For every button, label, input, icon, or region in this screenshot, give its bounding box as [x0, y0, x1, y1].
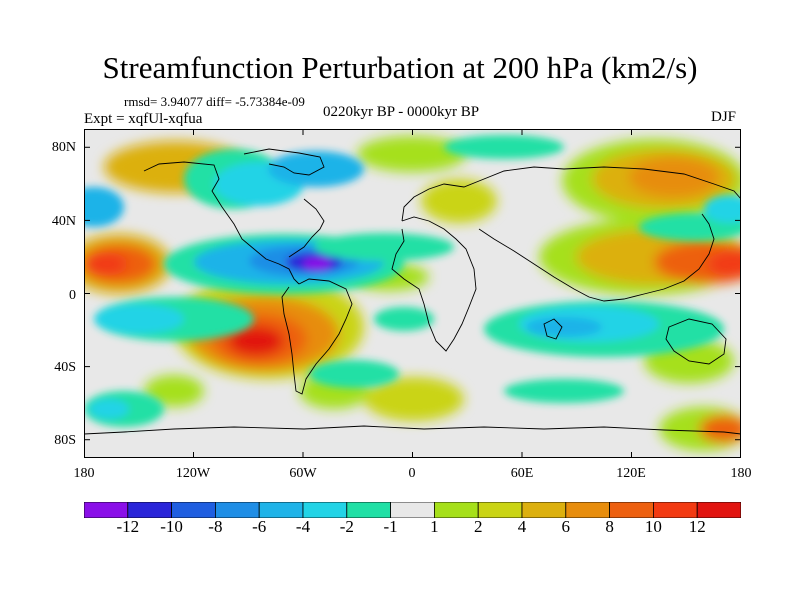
colorbar-label: -12 — [116, 517, 140, 536]
greenland-coast — [243, 148, 325, 176]
lon-label-60e: 60E — [510, 466, 534, 481]
colorbar-cell — [302, 502, 348, 518]
colorbar-label: 4 — [517, 517, 527, 536]
north-america-coast — [143, 161, 300, 285]
lon-label-0: 0 — [408, 466, 416, 481]
antarctic-high — [364, 377, 464, 421]
colorbar-cell — [609, 502, 654, 518]
lat-label-80n: 80N — [51, 140, 76, 155]
colorbar-cell — [258, 502, 304, 518]
lon-label-120w: 120W — [175, 466, 211, 481]
colorbar-cell — [346, 502, 391, 518]
eurasia-north-coast — [401, 166, 741, 222]
north-pacific-low — [704, 195, 741, 223]
lat-label-80s: 80S — [54, 433, 76, 448]
colorbar-cell — [84, 502, 129, 518]
caribbean-low — [303, 258, 331, 270]
antarctica-coast — [84, 425, 741, 435]
colorbar-label: -4 — [295, 517, 311, 536]
australia-coast — [665, 318, 727, 365]
lon-label-180w: 180 — [73, 466, 95, 481]
colorbar-cell — [171, 502, 216, 518]
lat-label-0: 0 — [69, 288, 76, 303]
colorbar-cell — [653, 502, 698, 518]
south-pacific-low — [94, 304, 184, 334]
colorbar-cell — [477, 502, 523, 518]
colorbar-label: 6 — [561, 517, 571, 536]
colorbar-label: -10 — [160, 517, 183, 536]
axis-ticks — [84, 129, 741, 458]
colorbar-label: -8 — [208, 517, 223, 536]
east-us-coast — [288, 198, 325, 258]
colorbar-label: 12 — [688, 517, 706, 536]
experiment-label: Expt = xqfUl-xqfua — [84, 111, 203, 127]
colorbar-label: -1 — [383, 517, 398, 536]
page-title: Streamfunction Perturbation at 200 hPa (… — [102, 50, 698, 85]
lat-label-40n: 40N — [51, 214, 76, 229]
colorbar-label: 2 — [473, 517, 483, 536]
colorbar-cell — [127, 502, 172, 518]
colorbar-label: -2 — [339, 517, 354, 536]
south-america-coast — [281, 278, 353, 395]
lon-label-180e: 180 — [730, 466, 752, 481]
colorbar-label: 10 — [644, 517, 662, 536]
colorbar-label: 1 — [430, 517, 439, 536]
africa-coast — [391, 216, 477, 352]
colorbar-label: -6 — [252, 517, 267, 536]
ross-sea-low — [89, 399, 129, 419]
colorbar-cell — [565, 502, 610, 518]
colorbar-cell — [521, 502, 567, 518]
colorbar-cell — [390, 502, 435, 518]
field-layer — [84, 135, 741, 451]
colorbar-cell — [433, 502, 479, 518]
period-label: 0220kyr BP - 0000kyr BP — [323, 104, 480, 120]
stats-label: rmsd= 3.94077 diff= -5.73384e-09 — [124, 94, 305, 109]
lon-label-120e: 120E — [616, 466, 646, 481]
north-atlantic-low — [268, 151, 364, 187]
colorbar-cell — [214, 502, 260, 518]
colorbar-label: 8 — [605, 517, 614, 536]
europe-high — [421, 179, 497, 223]
streamfunction-map — [84, 129, 741, 458]
season-label: DJF — [711, 109, 737, 125]
coastlines — [84, 148, 741, 435]
lon-label-60w: 60W — [289, 466, 317, 481]
colorbar — [84, 502, 741, 518]
south-asia-coast — [478, 213, 715, 302]
colorbar-cell — [696, 502, 741, 518]
lat-label-40s: 40S — [54, 360, 76, 375]
madagascar-coast — [543, 318, 563, 340]
